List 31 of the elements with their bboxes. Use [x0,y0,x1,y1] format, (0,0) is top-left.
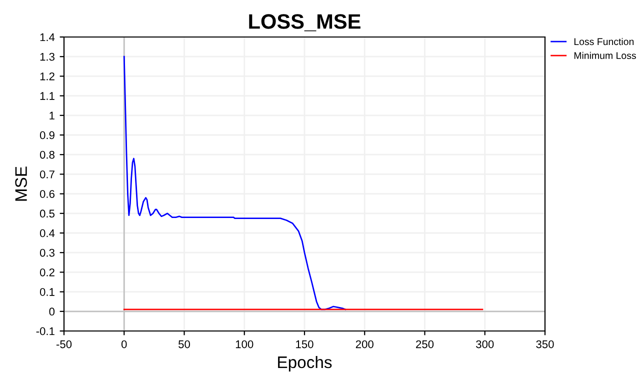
x-tick-label: 200 [356,340,374,348]
y-tick-label: 1 [50,112,54,120]
y-tick-label: -0.1 [36,327,54,336]
x-tick-label: -50 [56,340,72,348]
y-tick-label: 0.1 [40,288,54,296]
y-tick-label: 0.4 [40,229,55,238]
y-tick-label: 1.4 [40,33,55,42]
legend-label: Loss Function [574,38,634,46]
x-tick-label: 100 [236,340,254,348]
y-tick-label: 0.8 [40,150,54,159]
y-tick-label: 0.2 [40,268,54,276]
x-tick-label: 0 [121,340,127,348]
y-tick-label: 1.2 [40,72,54,80]
y-tick-label: 0.9 [40,131,54,140]
y-tick-label: 1.1 [40,92,54,100]
x-tick-label: 50 [178,340,190,348]
y-tick-label: 0.5 [40,210,55,218]
legend-label: Minimum Loss [574,52,636,60]
y-tick-label: 0.7 [40,170,54,178]
x-tick-label: 350 [536,340,554,348]
y-tick-label: 0 [49,308,55,316]
y-tick-label: 0.6 [40,190,54,198]
x-axis-title: Epochs [278,356,332,372]
y-axis-title: MSE [15,166,27,201]
x-tick-label: 300 [476,340,494,348]
chart-title: LOSS_MSE [249,14,360,32]
line-series [123,56,346,310]
y-tick-label: 0.3 [40,248,54,257]
y-tick-label: 1.3 [40,52,54,61]
x-tick-label: 250 [416,340,434,348]
x-tick-label: 150 [296,340,314,348]
